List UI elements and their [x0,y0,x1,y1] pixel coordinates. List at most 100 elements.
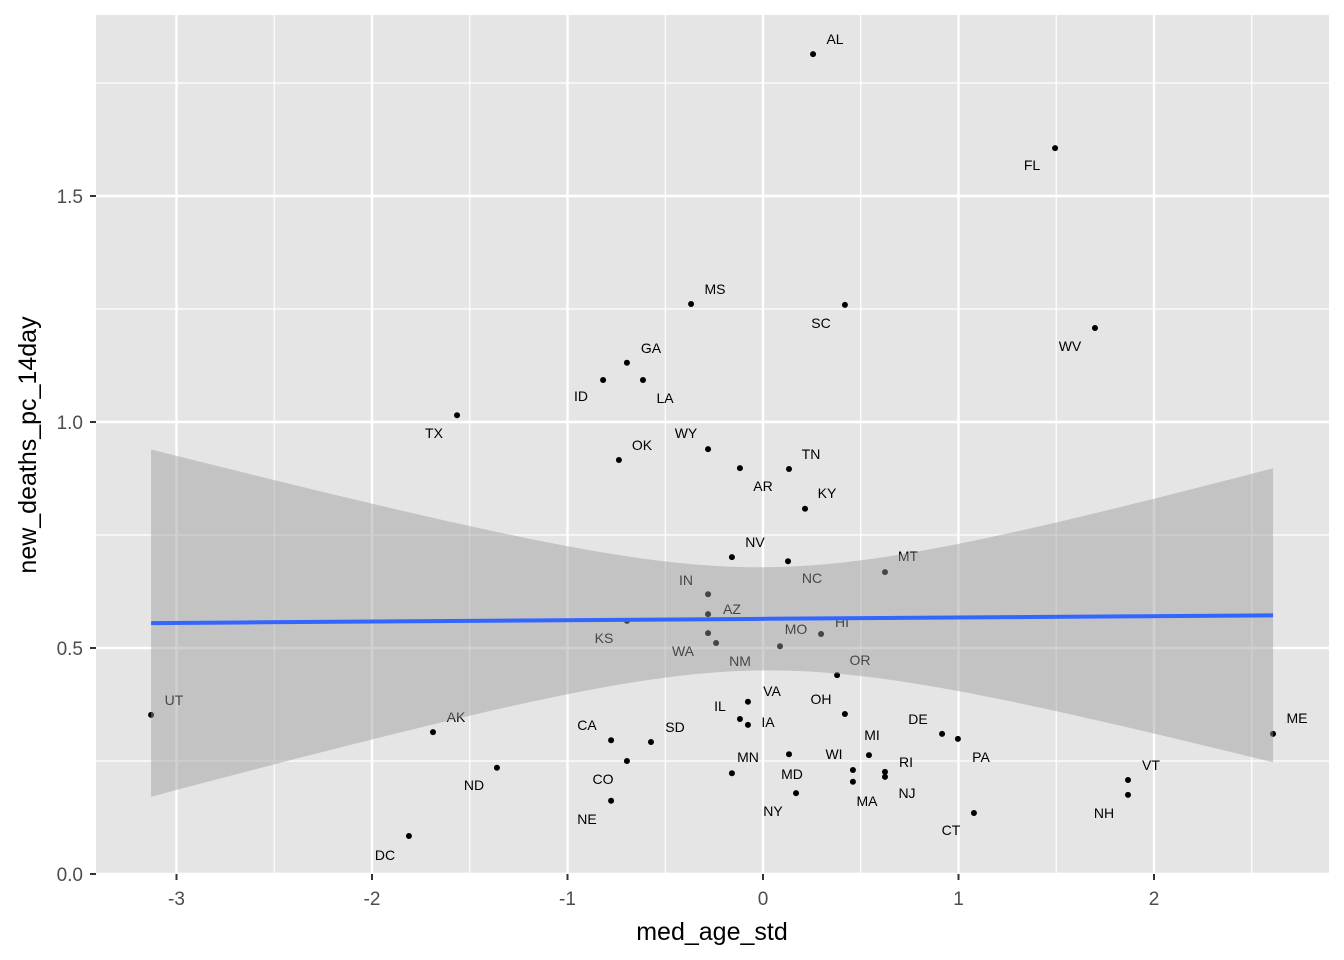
point-label-al: AL [826,31,843,47]
data-point-al [810,51,817,58]
data-point-az [705,611,712,618]
data-point-wa [705,630,712,637]
x-tick-label: 2 [1149,889,1160,910]
x-tick-label: 1 [953,889,964,910]
data-point-nc [785,558,792,565]
data-point-wv [1091,324,1098,331]
y-tick-label: 0.5 [57,639,83,660]
point-label-tn: TN [802,446,821,462]
point-label-ma: MA [857,793,879,809]
data-point-ri [881,768,888,775]
data-point-sd [647,739,654,746]
data-point-tn [786,466,793,473]
data-point-pa [954,735,961,742]
plot-panel [96,15,1329,874]
data-point-nm [713,640,720,647]
y-tick-label: 1.0 [57,413,83,434]
data-point-ca [608,737,615,744]
data-point-nv [728,554,735,561]
point-label-wy: WY [675,425,698,441]
point-label-mo: MO [785,621,808,637]
point-label-nm: NM [729,653,751,669]
confidence-ribbon [151,449,1274,797]
point-label-mn: MN [737,749,759,765]
point-label-il: IL [714,698,726,714]
regression-line [151,613,1274,626]
data-point-in [705,591,712,598]
data-point-dc [405,833,412,840]
point-label-wi: WI [825,746,842,762]
point-label-va: VA [763,683,781,699]
data-point-ar [736,465,743,472]
point-label-ne: NE [577,811,596,827]
point-label-fl: FL [1024,157,1041,173]
point-label-or: OR [850,652,871,668]
data-point-ny [793,790,800,797]
data-point-ms [688,301,695,308]
point-label-ia: IA [761,714,775,730]
point-label-nj: NJ [898,785,915,801]
data-point-nj [881,773,888,780]
data-point-nd [493,764,500,771]
data-point-wy [705,446,712,453]
data-point-nh [1124,791,1131,798]
y-tick-label: 0.0 [57,865,83,886]
point-label-wv: WV [1059,338,1082,354]
point-label-id: ID [574,388,588,404]
point-label-la: LA [656,390,674,406]
data-point-id [600,376,607,383]
point-label-co: CO [593,771,614,787]
data-point-tx [454,412,461,419]
x-axis-title: med_age_std [636,918,788,946]
point-label-sd: SD [665,719,684,735]
point-label-ar: AR [753,478,772,494]
point-label-ct: CT [942,822,961,838]
x-tick-label: -1 [559,889,576,910]
grid-lines [96,15,1329,876]
data-point-ne [608,797,615,804]
point-label-nh: NH [1094,805,1114,821]
point-label-md: MD [781,766,803,782]
data-point-md [786,751,793,758]
data-point-ct [970,809,977,816]
data-point-mi [865,752,872,759]
data-point-ga [623,359,630,366]
point-label-ny: NY [763,803,783,819]
point-label-ut: UT [165,692,184,708]
point-label-ri: RI [899,754,913,770]
point-label-pa: PA [972,749,990,765]
point-label-dc: DC [375,847,395,863]
data-point-vt [1124,776,1131,783]
data-point-ut [148,711,155,718]
point-label-nv: NV [745,534,765,550]
data-point-wi [849,767,856,774]
point-label-de: DE [908,711,927,727]
data-point-oh [841,710,848,717]
y-tick-label: 1.5 [57,187,83,208]
data-point-hi [818,630,825,637]
point-label-in: IN [679,572,693,588]
data-point-mn [728,770,735,777]
data-point-il [736,715,743,722]
data-point-co [623,758,630,764]
data-point-fl [1052,145,1059,152]
point-label-ky: KY [818,485,837,501]
point-label-ca: CA [577,717,597,733]
axis-ticks: -3 -2 -1 0 1 2 0.0 0.5 1.0 1.5 [57,187,1160,910]
point-label-nd: ND [464,777,484,793]
x-tick-label: -2 [364,889,381,910]
data-points [148,51,1277,840]
point-label-ks: KS [595,630,614,646]
point-label-ms: MS [705,281,726,297]
data-point-or [834,672,841,679]
point-label-ok: OK [632,437,653,453]
data-point-ky [802,505,809,512]
point-labels: AL FL MS SC WV GA ID LA TX WY OK AR TN KY NV NC MT IN AZ KS… [165,31,1308,863]
data-point-ok [615,456,622,463]
point-label-nc: NC [802,570,822,586]
data-point-ak [429,729,436,736]
point-label-vt: VT [1142,757,1160,773]
data-point-me [1270,730,1277,737]
data-point-mo [777,643,784,650]
